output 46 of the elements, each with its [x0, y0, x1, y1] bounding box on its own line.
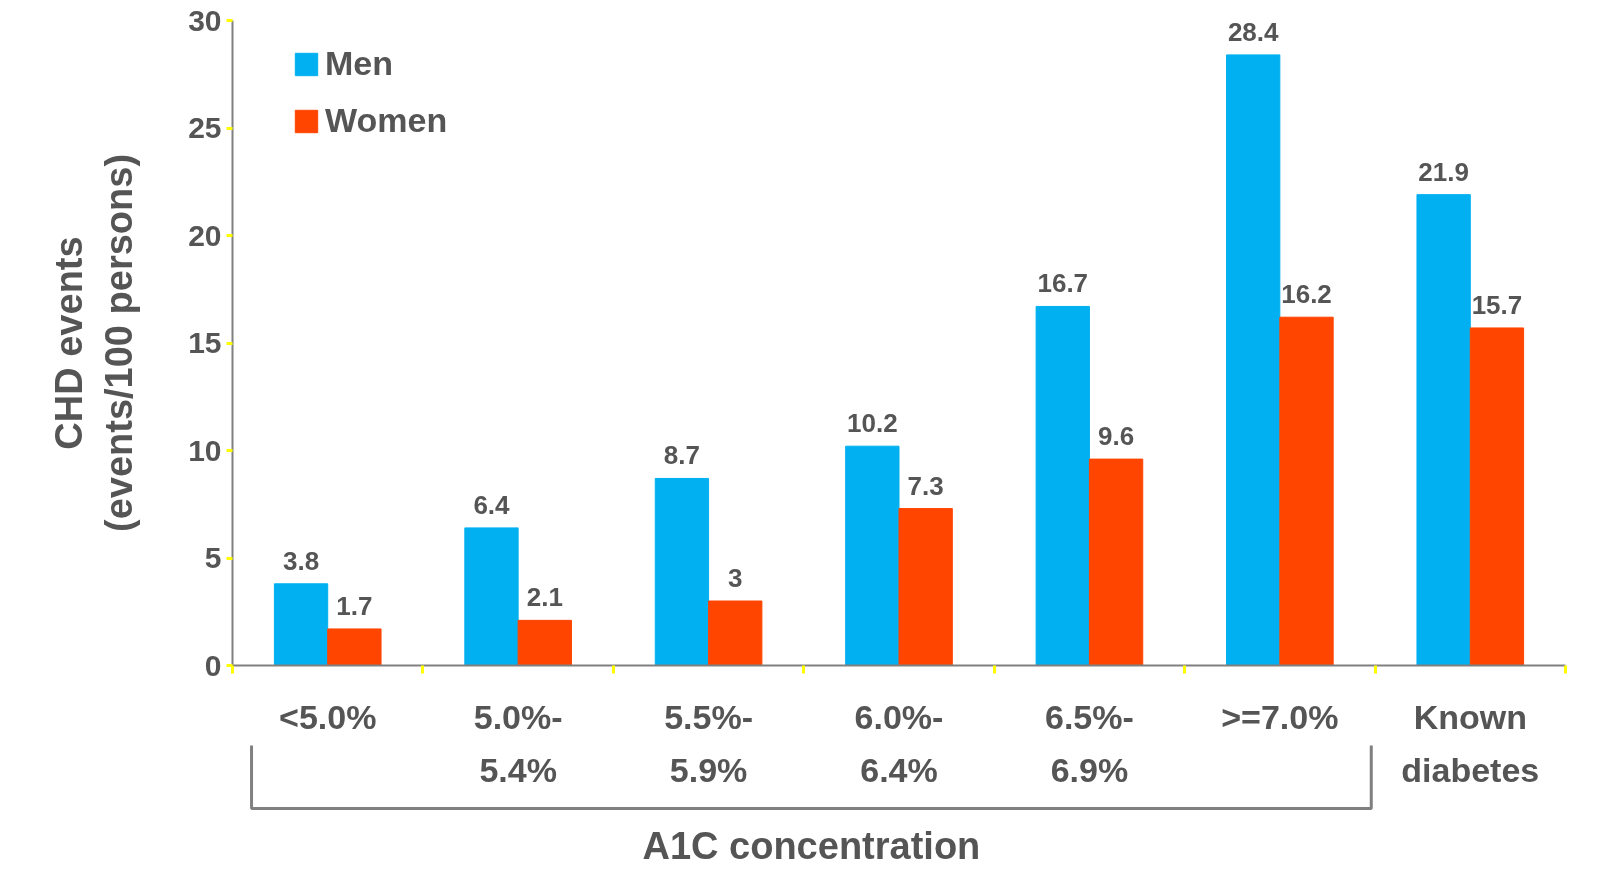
data-label: 10.2: [847, 408, 898, 439]
bar: [1088, 458, 1144, 666]
legend-label: Men: [325, 44, 393, 83]
bar: [464, 527, 519, 666]
bar: [1035, 305, 1090, 666]
bar: [654, 477, 710, 666]
y-axis-title: CHD events (events/100 persons): [47, 153, 141, 533]
y-tick-label: 15: [188, 326, 222, 359]
y-tick-label: 25: [188, 111, 222, 144]
data-label: 21.9: [1418, 156, 1469, 187]
y-tick-label: 5: [204, 541, 222, 574]
data-label: 28.4: [1227, 16, 1280, 47]
data-label: 7.3: [907, 470, 944, 501]
x-tick-label: Known diabetes: [1401, 697, 1540, 789]
bar: [1469, 327, 1525, 666]
bar: [273, 583, 329, 666]
bar: [1416, 194, 1471, 666]
y-tick-label: 10: [188, 433, 222, 467]
bar: [1279, 316, 1334, 666]
data-label: 1.7: [336, 590, 373, 621]
data-label: 3: [728, 563, 743, 593]
x-tick-label: 5.5%-5.9%: [664, 697, 753, 789]
bar: [708, 600, 763, 666]
x-tick-label: <5.0%: [279, 697, 377, 736]
y-tick-label: 20: [188, 218, 222, 252]
y-tick-label: 30: [188, 3, 222, 37]
x-tick-label: >=7.0%: [1221, 697, 1339, 736]
bar: [327, 628, 382, 666]
x-tick-label: 5.0%-5.4%: [473, 697, 563, 789]
data-label: 6.4: [473, 489, 511, 520]
bar: [898, 508, 953, 666]
bar: [1226, 54, 1281, 666]
data-label: 16.2: [1281, 279, 1332, 310]
y-tick-label: 0: [204, 648, 222, 682]
bar: [517, 619, 572, 666]
legend-label: Women: [325, 101, 448, 140]
x-tick-label: 6.5%-6.9%: [1045, 697, 1134, 789]
data-label: 15.7: [1471, 289, 1523, 320]
x-axis-title: A1C concentration: [642, 824, 981, 867]
bar: [845, 445, 900, 666]
data-label: 2.1: [526, 582, 563, 613]
data-label: 3.8: [282, 545, 320, 576]
x-tick-label: 6.0%-6.4%: [854, 697, 944, 789]
data-label: 8.7: [663, 440, 700, 471]
data-label: 16.7: [1037, 268, 1089, 299]
data-label: 9.6: [1098, 421, 1135, 452]
